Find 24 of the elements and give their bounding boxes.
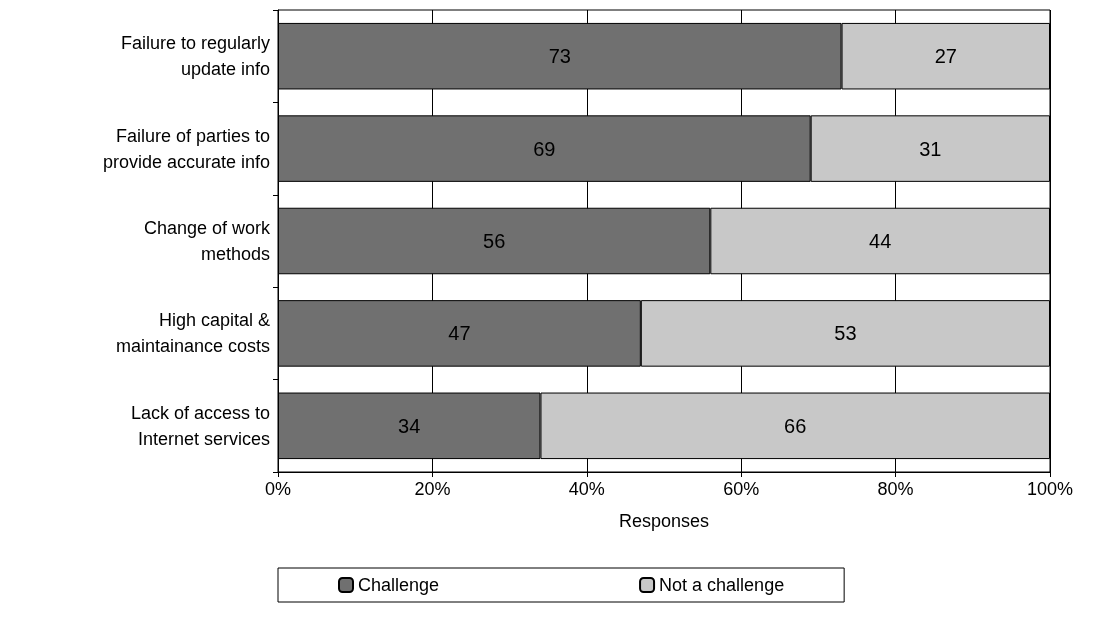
data-label: 69: [533, 137, 556, 160]
y-tick-label: Failure to regularly update info: [120, 33, 270, 80]
data-label: 66: [784, 414, 807, 437]
legend-label: Challenge: [358, 575, 440, 595]
y-tick-label: High capital & maintainance costs: [115, 310, 270, 357]
data-label: 31: [919, 137, 942, 160]
y-tick-label: Failure of parties to provide accurate info: [102, 125, 270, 172]
x-tick-label: 0%: [264, 479, 292, 499]
data-label: 34: [398, 414, 421, 437]
data-label: 73: [548, 45, 571, 68]
data-label: 56: [483, 230, 506, 252]
x-tick-label: 60%: [723, 479, 760, 499]
y-tick-label: Lack of access to Internet services: [130, 402, 270, 449]
data-label: 27: [934, 45, 957, 68]
data-label: 53: [834, 322, 857, 345]
x-axis-title: Responses: [618, 511, 710, 531]
x-tick-label: 100%: [1026, 479, 1074, 499]
x-tick-label: 80%: [877, 479, 914, 499]
y-tick-label: Change of work methods: [143, 218, 271, 264]
x-tick-label: 20%: [414, 479, 451, 499]
legend-label: Not a challenge: [659, 575, 785, 595]
x-tick-label: 40%: [568, 479, 605, 499]
data-label: 44: [869, 230, 892, 252]
data-label: 47: [448, 322, 471, 345]
